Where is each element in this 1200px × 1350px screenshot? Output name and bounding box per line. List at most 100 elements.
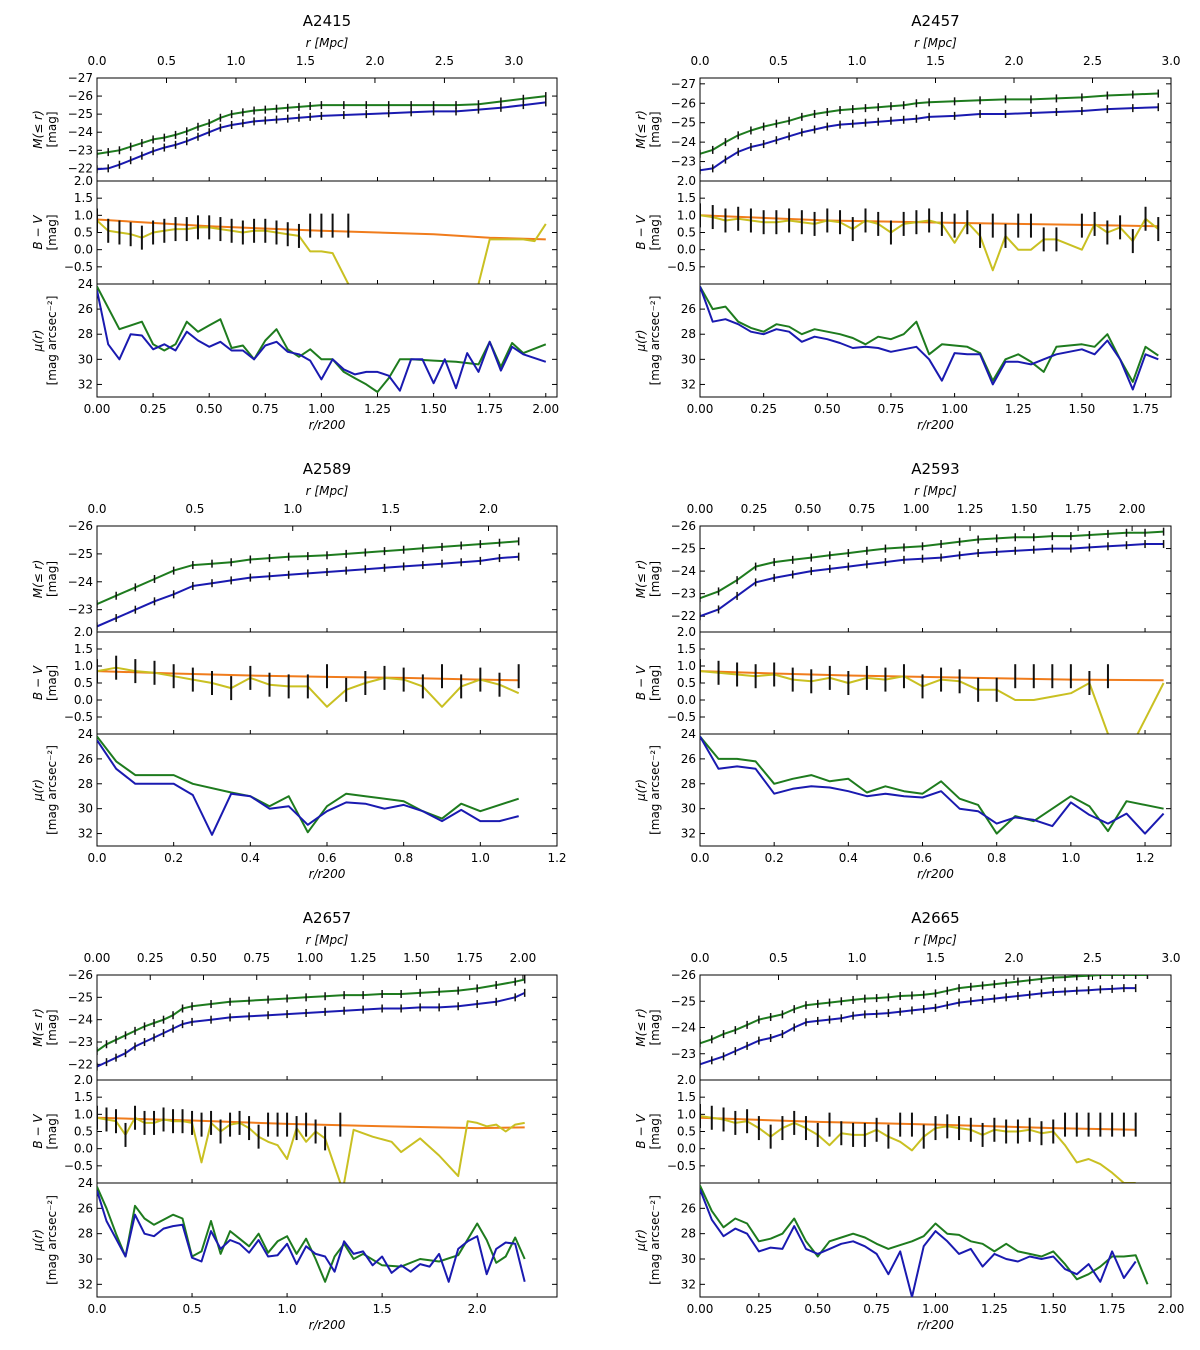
y-tick-label: 0.0 (677, 693, 696, 707)
x-tick-label: 1.0 (1061, 851, 1080, 865)
top-axis-tick-label: 0.75 (849, 502, 876, 516)
y-axis-unit: [mag] (648, 1113, 662, 1149)
y-axis-label: B − V (31, 215, 45, 250)
y-tick-label: 32 (681, 1277, 696, 1291)
series-line (97, 739, 519, 836)
top-axis-tick-label: 0.0 (690, 951, 709, 965)
y-tick-label: 28 (78, 327, 93, 341)
x-tick-label: 1.00 (922, 1302, 949, 1316)
top-axis-tick-label: 0.0 (690, 54, 709, 68)
top-axis-tick-label: 3.0 (504, 54, 523, 68)
x-tick-label: 2.0 (468, 1302, 487, 1316)
chart-title: A2665 (911, 909, 959, 927)
series-group (97, 1186, 526, 1283)
top-axis-tick-label: 2.5 (435, 54, 454, 68)
x-tick-label: 0.75 (863, 1302, 890, 1316)
y-tick-label: 0.5 (677, 676, 696, 690)
y-tick-label: 2.0 (74, 1073, 93, 1087)
top-axis-tick-label: 1.00 (297, 951, 324, 965)
series-line (97, 1116, 525, 1130)
y-tick-label: −25 (68, 107, 93, 121)
top-axis-tick-label: 0.00 (84, 951, 111, 965)
y-tick-label: 28 (681, 777, 696, 791)
top-axis-tick-label: 0.25 (741, 502, 768, 516)
top-axis-tick-label: 0.5 (769, 951, 788, 965)
series-group (97, 92, 547, 174)
y-tick-label: 24 (78, 1176, 93, 1190)
y-tick-label: 1.5 (677, 1090, 696, 1104)
x-tick-label: 0.4 (241, 851, 260, 865)
series-line (700, 736, 1165, 835)
y-tick-label: −24 (68, 125, 93, 139)
x-tick-label: 0.50 (804, 1302, 831, 1316)
y-tick-label: −0.5 (64, 1159, 93, 1173)
y-tick-label: 0.0 (677, 1142, 696, 1156)
y-tick-label: 24 (78, 277, 93, 291)
panel-magnitude: −22 −23 −24 −25 −26 M(≤ r) [mag] (31, 968, 558, 1081)
series-group (700, 527, 1165, 621)
series-line (97, 1116, 342, 1183)
panel-surface_brightness: 26 28 30 32 μ(r) [mag arcsec⁻²] 0.00 0.25 0.50 0.… (634, 1182, 1184, 1332)
y-tick-label: 32 (681, 377, 696, 391)
y-tick-label: −0.5 (64, 260, 93, 274)
y-tick-label: 26 (681, 1201, 696, 1215)
series-group (97, 537, 520, 631)
series-group (97, 735, 520, 836)
top-axis-tick-label: 1.75 (456, 951, 483, 965)
panel-surface_brightness: 26 28 30 32 μ(r) [mag arcsec⁻²] 0.00 0.25 0.50 0.… (634, 283, 1172, 432)
y-tick-label: 0.5 (74, 676, 93, 690)
y-axis-label: M(≤ r) (31, 560, 45, 599)
x-tick-label: 0.2 (765, 851, 784, 865)
y-tick-label: −23 (671, 587, 696, 601)
y-axis-unit: [mag] (45, 665, 59, 701)
x-axis-label: r/r200 (917, 418, 954, 432)
y-tick-label: 0.5 (677, 1125, 696, 1139)
x-tick-label: 0.6 (317, 851, 336, 865)
y-tick-label: 26 (78, 1201, 93, 1215)
y-tick-label: −27 (671, 77, 696, 91)
x-tick-label: 1.2 (1135, 851, 1154, 865)
top-axis-tick-label: 2.00 (510, 951, 537, 965)
y-tick-label: −23 (671, 155, 696, 169)
y-tick-label: 1.0 (74, 208, 93, 222)
top-axis-tick-label: 1.0 (283, 502, 302, 516)
y-tick-label: −24 (671, 1021, 696, 1035)
x-tick-label: 1.50 (1040, 1302, 1067, 1316)
y-tick-label: 1.0 (677, 659, 696, 673)
y-tick-label: −26 (671, 519, 696, 533)
x-tick-label: 1.2 (547, 851, 566, 865)
x-tick-label: 1.25 (1005, 402, 1032, 416)
panel-magnitude: −23 −24 −25 −26 M(≤ r) [mag] (31, 519, 558, 633)
x-axis-label: r/r200 (917, 867, 954, 881)
panel-color: −0.5 0.0 0.5 1.0 1.5 2.0 B − V [mag] (634, 1073, 1172, 1184)
y-axis-unit: [mag] (648, 214, 662, 250)
y-tick-label: 30 (78, 352, 93, 366)
x-tick-label: 0.0 (87, 1302, 106, 1316)
x-tick-label: 0.00 (84, 402, 111, 416)
panel-surface_brightness: 24 26 28 30 32 μ(r) [mag arcsec⁻²] 0.00 0.25 0.50… (31, 277, 559, 432)
y-tick-label: −22 (68, 161, 93, 175)
chart-title: A2593 (911, 460, 959, 478)
x-tick-label: 0.50 (196, 402, 223, 416)
x-tick-label: 1.0 (471, 851, 490, 865)
series-line (700, 106, 1159, 172)
x-tick-label: 0.0 (690, 851, 709, 865)
top-axis-tick-label: 1.5 (381, 502, 400, 516)
series-line (700, 1188, 1137, 1297)
x-tick-label: 0.75 (252, 402, 279, 416)
panel-frame (699, 631, 1172, 735)
y-axis-unit: [mag arcsec⁻²] (648, 1195, 662, 1285)
x-tick-label: 1.25 (981, 1302, 1008, 1316)
y-tick-label: 2.0 (74, 174, 93, 188)
series-group (700, 1104, 1137, 1183)
x-tick-label: 0.8 (394, 851, 413, 865)
series-line (700, 543, 1164, 618)
x-tick-label: 1.25 (364, 402, 391, 416)
y-tick-label: 1.5 (677, 642, 696, 656)
y-axis-label: M(≤ r) (634, 110, 648, 149)
y-axis-label: B − V (31, 665, 45, 700)
top-axis-tick-label: 0.75 (243, 951, 270, 965)
